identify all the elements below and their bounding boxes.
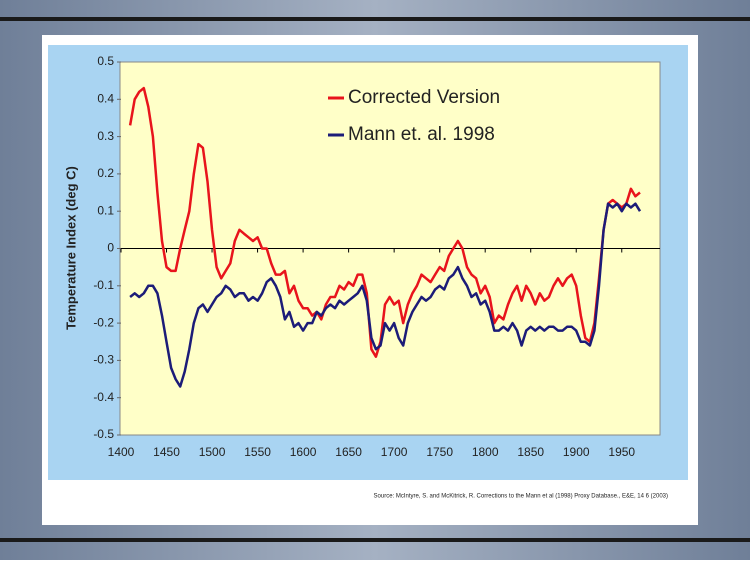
y-tick-label: -0.2	[93, 315, 114, 329]
x-tick-label: 1700	[381, 445, 408, 459]
y-tick-label: 0.3	[97, 129, 114, 143]
series-line	[128, 86, 641, 358]
y-tick-label: 0.4	[97, 91, 114, 105]
y-tick-label: 0.5	[97, 54, 114, 68]
x-tick-label: 1950	[608, 445, 635, 459]
y-tick-label: -0.4	[93, 390, 114, 404]
x-tick-label: 1500	[199, 445, 226, 459]
x-tick-label: 1750	[426, 445, 453, 459]
x-tick-label: 1850	[517, 445, 544, 459]
x-tick-label: 1400	[108, 445, 135, 459]
source-note: Source: McIntyre, S. and McKitrick, R. C…	[374, 494, 668, 500]
y-tick-label: -0.1	[93, 278, 114, 292]
x-tick-label: 1450	[153, 445, 180, 459]
series-line	[129, 202, 642, 388]
y-tick-label: 0	[107, 241, 114, 255]
x-tick-label: 1800	[472, 445, 499, 459]
y-tick-label: 0.2	[97, 166, 114, 180]
legend-label: Corrected Version	[348, 87, 500, 108]
y-axis-label: Temperature Index (deg C)	[63, 166, 78, 330]
top-bar	[0, 17, 750, 21]
y-tick-label: -0.3	[93, 353, 114, 367]
legend-label: Mann et. al. 1998	[348, 124, 495, 145]
bottom-bar	[0, 538, 750, 542]
x-tick-label: 1900	[563, 445, 590, 459]
x-tick-label: 1650	[335, 445, 362, 459]
y-tick-label: 0.1	[97, 203, 114, 217]
x-tick-label: 1550	[244, 445, 271, 459]
x-tick-label: 1600	[290, 445, 317, 459]
y-tick-label: -0.5	[93, 427, 114, 441]
